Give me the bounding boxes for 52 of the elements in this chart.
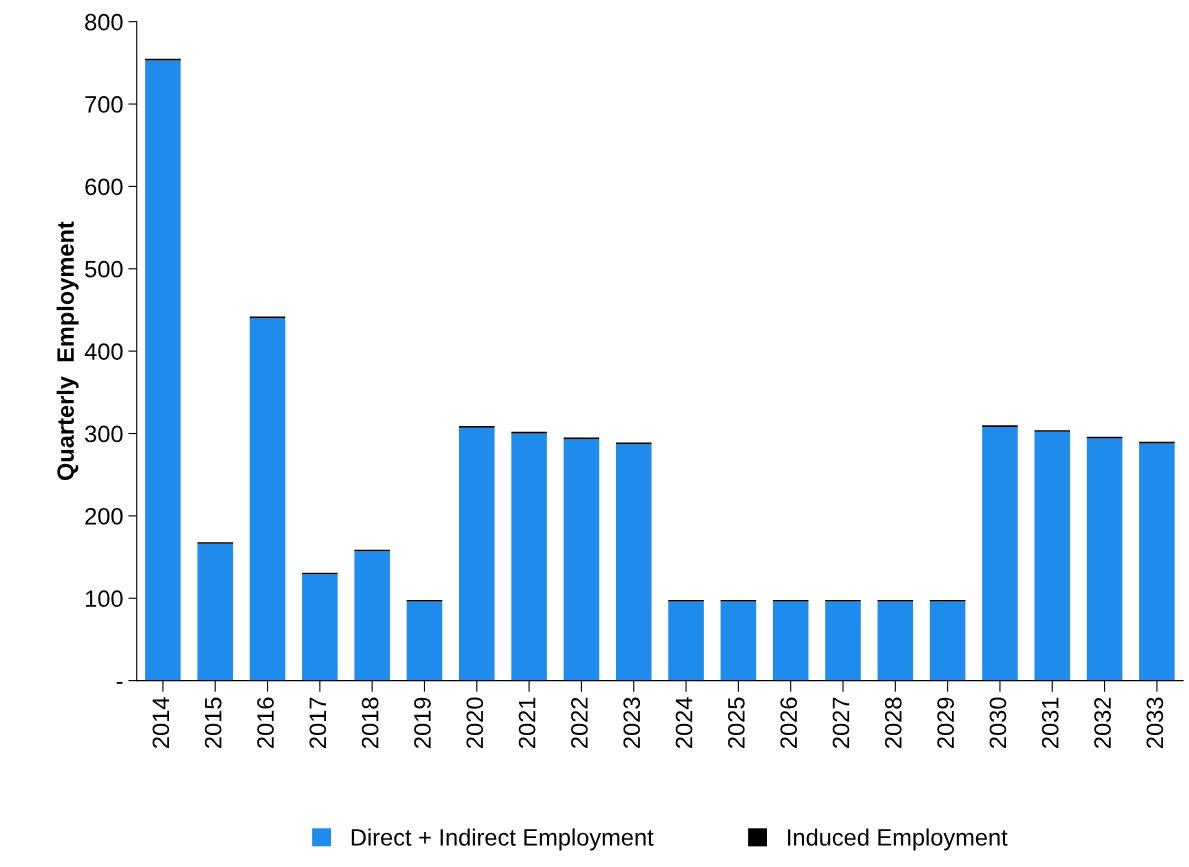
y-tick-label: 800 <box>85 13 123 31</box>
bar <box>145 60 181 681</box>
x-tick-label: 2023 <box>623 697 641 748</box>
x-tick-label: 2022 <box>571 697 588 748</box>
y-tick-label: 500 <box>85 260 123 278</box>
y-tick-label: 600 <box>85 178 123 196</box>
x-tick-label: 2021 <box>518 697 536 748</box>
x-tick-label: 2018 <box>361 697 379 748</box>
x-tick-label: 2027 <box>832 697 850 748</box>
x-tick-label: 2026 <box>780 697 798 748</box>
bar <box>1086 438 1123 681</box>
x-tick-label: 2031 <box>1041 697 1059 748</box>
bar <box>406 601 443 681</box>
x-tick-label: 2028 <box>884 697 902 748</box>
bar <box>615 444 652 681</box>
bar <box>825 601 861 681</box>
x-tick-label: 2015 <box>204 697 222 748</box>
x-tick-label: 2019 <box>414 697 431 748</box>
bar <box>1139 443 1175 681</box>
x-tick-label: 2017 <box>309 697 327 748</box>
bar <box>772 601 809 681</box>
bar <box>720 601 757 681</box>
bar <box>982 426 1018 681</box>
bar <box>511 433 547 681</box>
bar <box>929 601 966 681</box>
x-tick-label: 2029 <box>937 697 954 748</box>
y-axis-title: Quarterly Employment <box>56 221 79 481</box>
bar <box>459 427 495 681</box>
x-tick-label: 2020 <box>466 697 484 748</box>
bar <box>354 551 390 681</box>
x-tick-label: 2016 <box>257 697 274 748</box>
bar <box>1034 431 1071 681</box>
y-tick-label: 100 <box>85 590 123 608</box>
y-tick-label: - <box>116 681 123 684</box>
x-tick-label: 2025 <box>727 697 745 748</box>
x-tick-label: 2024 <box>675 697 693 748</box>
bar <box>302 574 338 681</box>
bar <box>668 601 704 681</box>
bar <box>563 439 600 681</box>
y-tick-label: 400 <box>84 343 123 360</box>
x-tick-label: 2014 <box>152 697 170 748</box>
x-tick-label: 2032 <box>1094 697 1111 748</box>
legend-label: Direct + Indirect Employment <box>351 828 654 851</box>
bar <box>249 318 286 681</box>
x-tick-label: 2030 <box>989 697 1007 748</box>
legend-label: Induced Employment <box>788 828 1008 851</box>
bar <box>197 543 233 681</box>
y-tick-label: 700 <box>85 96 123 113</box>
x-tick-label: 2033 <box>1146 697 1164 748</box>
bar <box>877 601 914 681</box>
y-tick-label: 300 <box>85 425 123 443</box>
y-tick-label: 200 <box>85 507 123 525</box>
